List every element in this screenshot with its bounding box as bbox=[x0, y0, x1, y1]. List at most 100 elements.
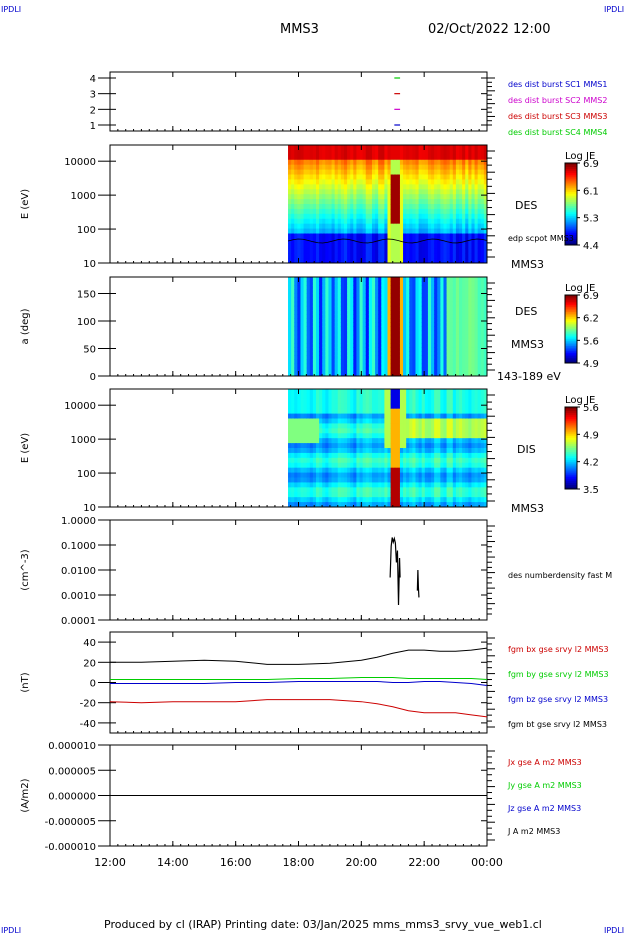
spectrogram-cell bbox=[325, 238, 329, 243]
spectrogram-cell bbox=[397, 360, 401, 365]
spectrogram-cell bbox=[363, 189, 367, 194]
spectrogram-cell bbox=[443, 428, 447, 433]
spectrogram-cell bbox=[375, 170, 379, 175]
spectrogram-cell bbox=[468, 219, 472, 224]
spectrogram-cell bbox=[294, 289, 298, 294]
spectrogram-cell bbox=[425, 458, 429, 463]
spectrogram-cell bbox=[415, 302, 419, 307]
spectrogram-cell bbox=[462, 194, 466, 199]
spectrogram-cell bbox=[468, 160, 472, 165]
spectrogram-cell bbox=[462, 428, 466, 433]
spectrogram-cell bbox=[391, 248, 395, 253]
spectrogram-cell bbox=[394, 443, 398, 448]
spectrogram-cell bbox=[431, 404, 435, 409]
spectrogram-cell bbox=[381, 327, 385, 332]
spectrogram-cell bbox=[341, 487, 345, 492]
spectrogram-cell bbox=[428, 389, 432, 394]
spectrogram-cell bbox=[384, 318, 388, 323]
spectrogram-cell bbox=[453, 409, 457, 414]
spectrogram-cell bbox=[338, 463, 342, 468]
spectrogram-cell bbox=[294, 224, 298, 229]
spectrogram-cell bbox=[428, 204, 432, 209]
spectrogram-cell bbox=[316, 155, 320, 160]
spectrogram-cell bbox=[325, 179, 329, 184]
spectrogram-cell bbox=[478, 229, 482, 234]
spectrogram-cell bbox=[381, 209, 385, 214]
spectrogram-cell bbox=[434, 433, 438, 438]
spectrogram-cell bbox=[291, 281, 295, 286]
spectrogram-cell bbox=[328, 492, 332, 497]
spectrogram-cell bbox=[478, 253, 482, 258]
spectrogram-cell bbox=[391, 243, 395, 248]
spectrogram-cell bbox=[419, 281, 423, 286]
spectrogram-cell bbox=[400, 322, 404, 327]
spectrogram-cell bbox=[394, 453, 398, 458]
spectrogram-cell bbox=[422, 482, 426, 487]
spectrogram-cell bbox=[437, 428, 441, 433]
spectrogram-cell bbox=[409, 423, 413, 428]
spectrogram-cell bbox=[447, 414, 451, 419]
spectrogram-cell bbox=[384, 234, 388, 239]
spectrogram-cell bbox=[328, 204, 332, 209]
spectrogram-cell bbox=[356, 414, 360, 419]
spectrogram-cell bbox=[400, 160, 404, 165]
spectrogram-cell bbox=[409, 298, 413, 303]
spectrogram-cell bbox=[440, 150, 444, 155]
spectrogram-cell bbox=[381, 339, 385, 344]
spectrogram-cell bbox=[332, 199, 336, 204]
spectrogram-cell bbox=[425, 468, 429, 473]
spectrogram-cell bbox=[459, 419, 463, 424]
spectrogram-cell bbox=[394, 468, 398, 473]
spectrogram-cell bbox=[475, 409, 479, 414]
spectrogram-cell bbox=[353, 335, 357, 340]
spectrogram-cell bbox=[360, 428, 364, 433]
spectrogram-cell bbox=[462, 453, 466, 458]
spectrogram-cell bbox=[307, 234, 311, 239]
spectrogram-cell bbox=[297, 189, 301, 194]
spectrogram-cell bbox=[307, 277, 311, 282]
spectrogram-cell bbox=[375, 399, 379, 404]
spectrogram-cell bbox=[310, 433, 314, 438]
spectrogram-cell bbox=[443, 155, 447, 160]
spectrogram-cell bbox=[478, 478, 482, 483]
spectrogram-cell bbox=[459, 214, 463, 219]
spectrogram-cell bbox=[453, 433, 457, 438]
spectrogram-cell bbox=[478, 468, 482, 473]
spectrogram-cell bbox=[397, 497, 401, 502]
spectrogram-cell bbox=[310, 327, 314, 332]
spectrogram-cell bbox=[391, 458, 395, 463]
spectrogram-cell bbox=[353, 281, 357, 286]
spectrogram-cell bbox=[400, 443, 404, 448]
spectrogram-cell bbox=[388, 224, 392, 229]
spectrogram-cell bbox=[453, 281, 457, 286]
spectrogram-cell bbox=[328, 150, 332, 155]
spectrogram-cell bbox=[288, 194, 292, 199]
spectrogram-cell bbox=[391, 443, 395, 448]
spectrogram-cell bbox=[465, 160, 469, 165]
spectrogram-cell bbox=[440, 314, 444, 319]
spectrogram-cell bbox=[459, 443, 463, 448]
spectrogram-cell bbox=[406, 219, 410, 224]
spectrogram-cell bbox=[356, 294, 360, 299]
spectrogram-cell bbox=[475, 281, 479, 286]
spectrogram-cell bbox=[450, 310, 454, 315]
spectrogram-cell bbox=[422, 209, 426, 214]
spectrogram-cell bbox=[338, 214, 342, 219]
spectrogram-cell bbox=[304, 327, 308, 332]
spectrogram-cell bbox=[475, 243, 479, 248]
spectrogram-cell bbox=[403, 468, 407, 473]
spectrogram-cell bbox=[419, 433, 423, 438]
spectrogram-cell bbox=[360, 327, 364, 332]
spectrogram-cell bbox=[332, 458, 336, 463]
spectrogram-cell bbox=[366, 468, 370, 473]
spectrogram-cell bbox=[300, 306, 304, 311]
spectrogram-cell bbox=[304, 409, 308, 414]
spectrogram-cell bbox=[300, 409, 304, 414]
spectrogram-cell bbox=[372, 318, 376, 323]
spectrogram-cell bbox=[462, 497, 466, 502]
spectrogram-cell bbox=[372, 428, 376, 433]
spectrogram-cell bbox=[297, 389, 301, 394]
spectrogram-cell bbox=[459, 298, 463, 303]
spectrogram-cell bbox=[369, 394, 373, 399]
spectrogram-cell bbox=[335, 468, 339, 473]
